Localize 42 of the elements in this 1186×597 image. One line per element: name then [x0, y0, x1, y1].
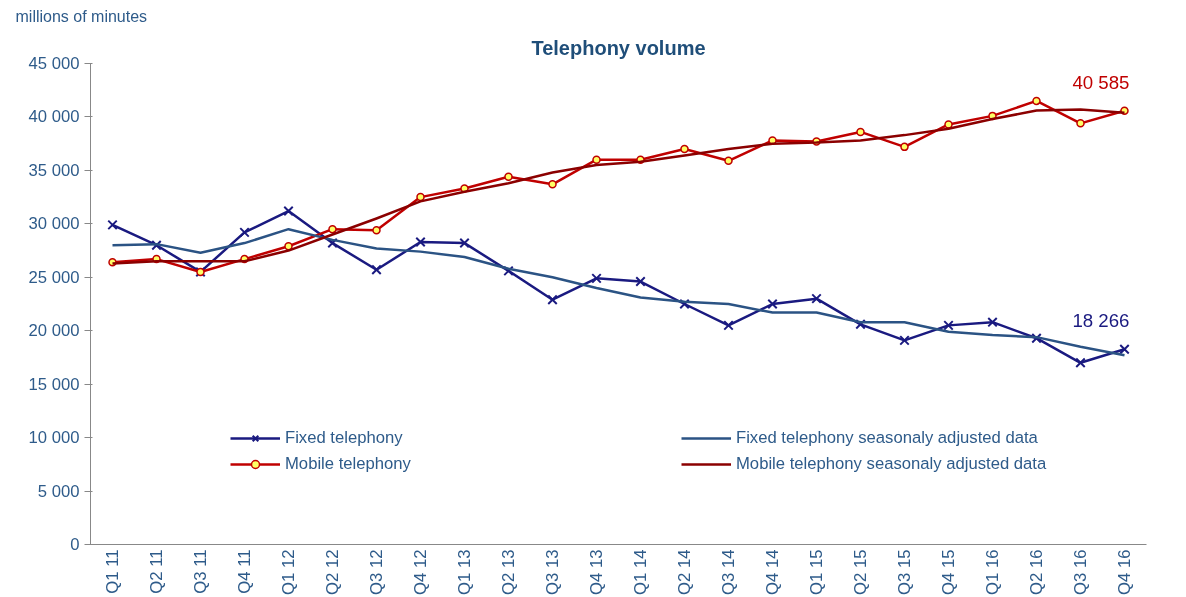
- chart-title: Telephony volume: [531, 36, 706, 59]
- x-tick-label: Q4 15: [939, 549, 958, 595]
- x-tick-label: Q1 16: [983, 549, 1002, 595]
- x-tick-label: Q2 12: [323, 549, 342, 595]
- y-tick-label: 45 000: [28, 54, 80, 73]
- y-tick-label: 40 000: [28, 107, 80, 127]
- x-tick-label: Q2 15: [851, 549, 870, 595]
- x-tick-label: Q1 11: [103, 549, 122, 594]
- y-tick-label: 35 000: [28, 160, 80, 180]
- x-tick-label: Q4 12: [411, 549, 430, 595]
- x-tick-label: Q2 13: [499, 549, 518, 595]
- x-tick-label: Q4 11: [235, 549, 254, 594]
- x-tick-label: Q1 14: [631, 549, 650, 595]
- data-label: 40 585: [1072, 71, 1130, 93]
- x-tick-label: Q4 16: [1115, 549, 1134, 595]
- legend-label: Fixed telephony seasonaly adjusted data: [736, 428, 1039, 448]
- x-tick-label: Q3 15: [895, 549, 914, 595]
- data-label: 18 266: [1072, 310, 1130, 332]
- x-tick-label: Q2 11: [147, 549, 166, 594]
- legend-label: Fixed telephony: [285, 428, 404, 448]
- x-tick-label: Q3 14: [719, 549, 738, 595]
- y-tick-label: 5 000: [37, 481, 80, 501]
- x-tick-label: Q3 13: [543, 549, 562, 595]
- x-tick-label: Q4 14: [763, 549, 782, 595]
- legend-label: Mobile telephony seasonaly adjusted data: [736, 454, 1048, 474]
- y-tick-label: 0: [70, 535, 80, 554]
- x-tick-label: Q2 14: [675, 549, 694, 595]
- x-tick-label: Q3 11: [191, 549, 210, 594]
- x-tick-label: Q3 16: [1071, 549, 1090, 595]
- x-tick-label: Q1 13: [455, 549, 474, 595]
- x-tick-label: Q1 15: [807, 549, 826, 595]
- y-tick-label: 10 000: [28, 428, 80, 448]
- legend-label: Mobile telephony: [285, 454, 412, 474]
- y-tick-label: 15 000: [28, 374, 80, 394]
- x-tick-label: Q2 16: [1027, 549, 1046, 595]
- y-tick-label: 30 000: [28, 214, 80, 234]
- x-tick-label: Q3 12: [367, 549, 386, 595]
- y-axis-title: millions of minutes: [15, 7, 148, 25]
- x-tick-label: Q4 13: [587, 549, 606, 595]
- x-tick-label: Q1 12: [279, 549, 298, 595]
- y-tick-label: 25 000: [28, 267, 80, 287]
- y-tick-label: 20 000: [28, 321, 80, 341]
